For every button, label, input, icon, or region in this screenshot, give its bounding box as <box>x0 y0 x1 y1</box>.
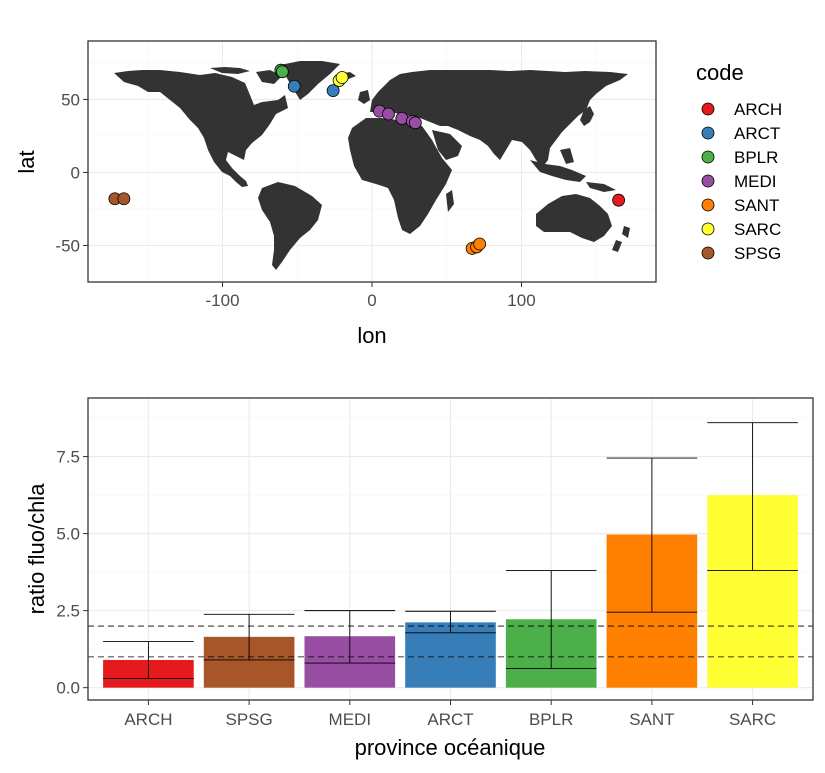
legend-key-sarc <box>701 222 715 236</box>
bar-x-tick-label: ARCH <box>124 710 172 729</box>
legend-label-arch: ARCH <box>734 100 782 119</box>
bar-y-tick-label: 0.0 <box>56 679 80 698</box>
legend-key-sant <box>701 198 715 212</box>
bar-y-axis-title: ratio fluo/chla <box>24 483 49 615</box>
map-point-arct <box>287 79 301 93</box>
bar-x-tick-label: SARC <box>729 710 776 729</box>
bar-y-tick-label: 7.5 <box>56 448 80 467</box>
land-north-america <box>114 70 288 187</box>
map-point-bplr <box>275 65 289 79</box>
map-points <box>108 63 626 255</box>
map-x-tick-label: -100 <box>206 291 240 310</box>
bar-y-tick-label: 5.0 <box>56 525 80 544</box>
map-y-tick-label: -50 <box>55 236 80 255</box>
bar-x-tick-label: BPLR <box>529 710 573 729</box>
map-point-sant <box>473 237 487 251</box>
land-new-guinea <box>586 182 616 192</box>
bar-x-tick-label: MEDI <box>329 710 372 729</box>
legend-key-arct <box>701 126 715 140</box>
legend-label-arct: ARCT <box>734 124 780 143</box>
legend-label-medi: MEDI <box>734 172 777 191</box>
error-bar-bplr <box>505 570 597 670</box>
land-british-isles <box>358 90 370 104</box>
bar-x-tick-label: ARCT <box>427 710 473 729</box>
legend-key-bplr <box>701 150 715 164</box>
map-point-medi <box>408 116 422 130</box>
legend-label-bplr: BPLR <box>734 148 778 167</box>
legend-label-sarc: SARC <box>734 220 781 239</box>
map-y-tick-label: 50 <box>61 90 80 109</box>
map-point-spsg <box>117 192 131 206</box>
land-australia <box>536 194 612 242</box>
map-x-tick-label: 0 <box>367 291 376 310</box>
map-point-arct <box>326 84 340 98</box>
legend-key-arch <box>701 102 715 116</box>
map-x-axis-title: lon <box>357 323 386 348</box>
land-scandinavia <box>396 72 420 94</box>
map-y-tick-label: 0 <box>71 163 80 182</box>
bar-x-axis-title: province océanique <box>355 735 546 760</box>
map-y-axis: -50 0 50 <box>55 90 88 255</box>
map-point-arch <box>612 193 626 207</box>
error-bar-sant <box>606 457 698 613</box>
bar-y-tick-label: 2.5 <box>56 602 80 621</box>
error-bar-arct <box>405 610 496 634</box>
land-south-america <box>258 182 322 270</box>
map-x-axis: -100 0 100 <box>206 282 536 310</box>
legend-key-spsg <box>701 246 715 260</box>
legend-title: code <box>696 60 744 85</box>
legend-label-spsg: SPSG <box>734 244 781 263</box>
bar-x-axis: ARCH SPSG MEDI ARCT BPLR SANT SARC <box>124 700 776 729</box>
land-japan <box>580 106 594 126</box>
land-madagascar <box>446 190 454 212</box>
land-new-zealand <box>612 226 630 252</box>
legend-key-medi <box>701 174 715 188</box>
land-arabia <box>432 130 462 160</box>
land-eurasia <box>370 70 628 168</box>
map-point-sarc <box>335 71 349 84</box>
error-bar-sarc <box>707 422 798 572</box>
error-bars <box>103 422 798 679</box>
legend-items: ARCH ARCT BPLR MEDI SANT SARC SPSG <box>701 100 782 263</box>
legend: code ARCH ARCT BPLR MEDI SANT SARC SPSG <box>696 60 782 263</box>
map-y-axis-title: lat <box>14 150 39 173</box>
land-canadian-arctic <box>210 67 282 84</box>
map-panel: -100 0 100 -50 0 50 lon lat <box>14 40 657 348</box>
map-point-medi <box>382 107 395 121</box>
bar-y-axis: 0.0 2.5 5.0 7.5 <box>56 448 88 698</box>
land-southeast-asia <box>530 148 586 182</box>
land-africa <box>348 118 452 234</box>
error-bar-arch <box>103 640 194 679</box>
bar-x-tick-label: SANT <box>629 710 674 729</box>
error-bar-spsg <box>203 613 295 661</box>
error-bar-medi <box>304 610 396 664</box>
bar-x-tick-label: SPSG <box>225 710 272 729</box>
legend-label-sant: SANT <box>734 196 779 215</box>
map-x-tick-label: 100 <box>507 291 535 310</box>
bar-panel: ARCH SPSG MEDI ARCT BPLR SANT SARC 0.0 2.5 5.0 7.… <box>24 397 814 760</box>
